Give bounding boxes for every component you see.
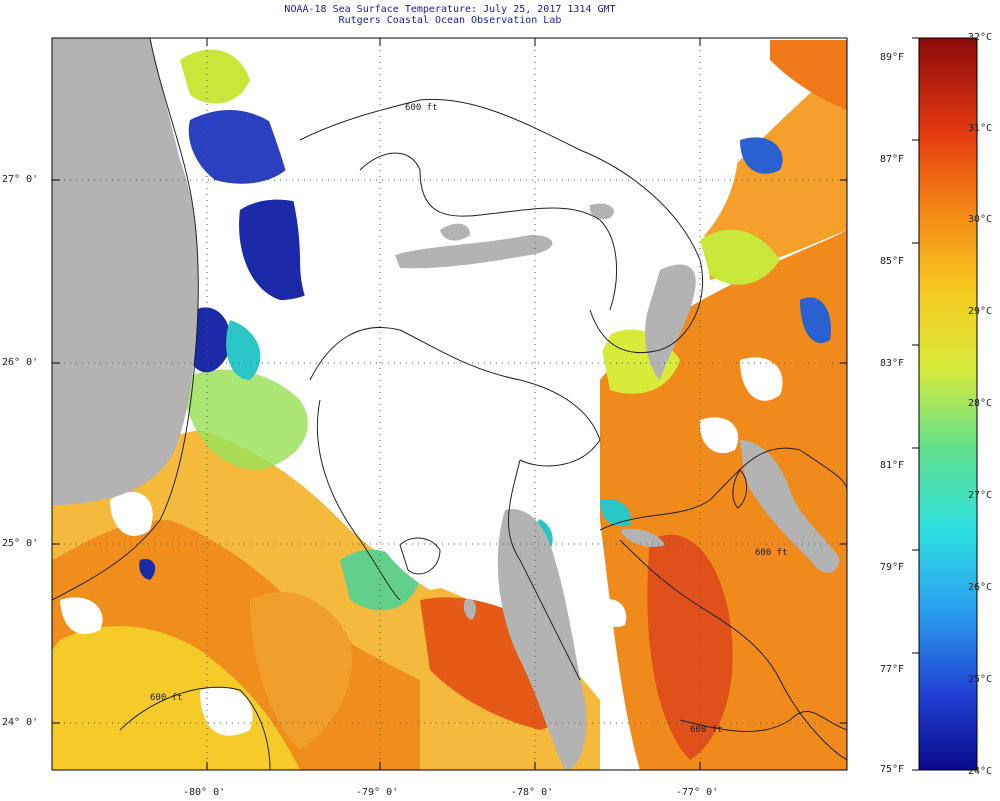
celsius-label: 29°C	[968, 306, 993, 317]
contour-label: 600 ft	[755, 548, 788, 558]
graticule	[52, 38, 847, 770]
color-bar	[918, 37, 978, 771]
sst-field: 600 ft 600 ft 600 ft 600 ft	[52, 38, 847, 770]
abaco-land	[645, 264, 696, 380]
contour-label: 600 ft	[150, 693, 183, 703]
eleuthera-land	[740, 440, 840, 574]
fahrenheit-label: 81°F	[880, 460, 905, 471]
fahrenheit-label: 79°F	[880, 562, 905, 573]
contour-label: 600 ft	[405, 103, 438, 113]
fahrenheit-label: 89°F	[880, 52, 905, 63]
color-bar-ticks	[912, 37, 919, 771]
celsius-label: 26°C	[968, 582, 993, 593]
andros-land	[497, 509, 587, 770]
lat-label-24: 24° 0'	[2, 717, 39, 728]
celsius-label: 31°C	[968, 123, 993, 134]
contour-label: 600 ft	[690, 725, 723, 735]
fahrenheit-label: 85°F	[880, 256, 905, 267]
map-subtitle: Rutgers Coastal Ocean Observation Lab	[338, 15, 562, 26]
celsius-label: 25°C	[968, 674, 993, 685]
lat-label-27: 27° 0'	[2, 174, 39, 185]
map-frame	[51, 37, 848, 771]
frame-ticks	[52, 38, 847, 770]
lon-label-78: -78° 0'	[511, 787, 554, 798]
grand-bahama-land	[395, 235, 553, 269]
fahrenheit-label: 87°F	[880, 154, 905, 165]
lat-label-25: 25° 0'	[2, 538, 39, 549]
fahrenheit-label: 77°F	[880, 664, 905, 675]
lon-label-80: -80° 0'	[183, 787, 226, 798]
celsius-label: 28°C	[968, 398, 993, 409]
celsius-label: 27°C	[968, 490, 993, 501]
lat-label-26: 26° 0'	[2, 357, 39, 368]
lon-label-79: -79° 0'	[356, 787, 399, 798]
celsius-label: 32°C	[968, 32, 993, 43]
fahrenheit-label: 75°F	[880, 764, 905, 775]
celsius-label: 30°C	[968, 214, 993, 225]
celsius-label: 24°C	[968, 766, 993, 777]
fahrenheit-label: 83°F	[880, 358, 905, 369]
map-title: NOAA-18 Sea Surface Temperature: July 25…	[284, 4, 616, 15]
depth-contours	[52, 38, 847, 770]
lon-label-77: -77° 0'	[676, 787, 719, 798]
florida-land	[52, 38, 199, 505]
